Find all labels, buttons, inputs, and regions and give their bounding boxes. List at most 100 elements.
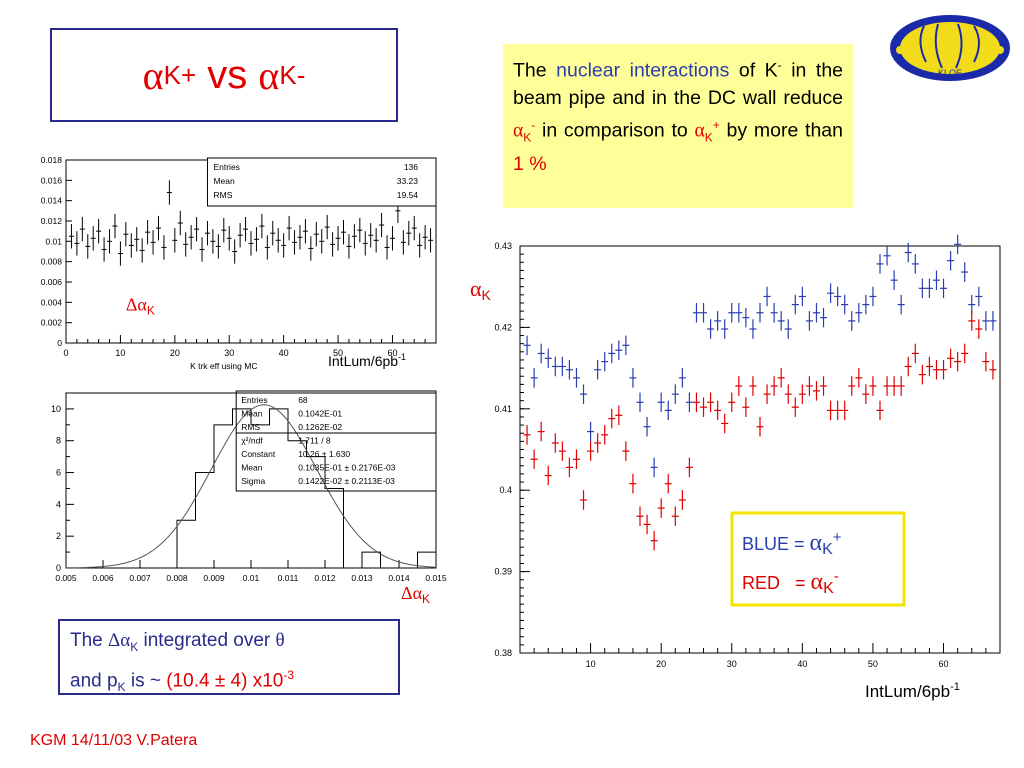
title-alpha-2: α <box>258 52 280 98</box>
legend-red: RED = αK- <box>742 568 839 597</box>
title-sub-k-2: K <box>279 59 297 90</box>
delta-alpha-label: ΔαK <box>401 583 430 606</box>
y-tick-label: 0.39 <box>494 567 512 577</box>
note-text-6: by more than <box>719 119 844 141</box>
summary-sup: -3 <box>283 667 295 682</box>
x-tick-label: 60 <box>387 348 397 358</box>
note-alpha-2: α <box>694 120 705 141</box>
y-tick-label: 0.41 <box>494 404 512 414</box>
logo-dot-right <box>996 46 1004 54</box>
logo-fill <box>900 22 1000 74</box>
stats-label: χ²/ndf <box>241 436 263 446</box>
stats-label: Sigma <box>241 476 265 486</box>
x-tick-label: 60 <box>939 659 949 669</box>
stats-value: 1.711 / 8 <box>298 436 331 446</box>
summary-value: (10.4 ± 4) x10 <box>160 670 284 692</box>
x-tick-label: 0.008 <box>166 573 188 583</box>
y-tick-label: 0.014 <box>41 196 63 206</box>
x-tick-label: 10 <box>115 348 125 358</box>
x-tick-label: 10 <box>586 659 596 669</box>
x-tick-label: 30 <box>727 659 737 669</box>
summary-text-1: The <box>70 630 109 651</box>
summary-box: The ΔαK integrated over θ and pK is ~ (1… <box>58 619 400 695</box>
x-tick-label: 40 <box>797 659 807 669</box>
note-text-3: of K <box>729 59 778 82</box>
stats-label: Mean <box>241 463 263 473</box>
stats-label: Mean <box>213 176 235 186</box>
summary-text-3: and p <box>70 670 118 692</box>
y-tick-label: 0.004 <box>41 297 63 307</box>
intlum-label: IntLum/6pb-1 <box>328 352 406 369</box>
stats-label: RMS <box>213 190 232 200</box>
x-tick-label: 20 <box>656 659 666 669</box>
title-sup-plus: + <box>180 59 197 90</box>
footer: KGM 14/11/03 V.Patera <box>30 732 198 749</box>
note-sup-plus: + <box>712 117 720 132</box>
stats-value: 0.1422E-02 ± 0.2113E-03 <box>298 476 395 486</box>
logo-text: KLOE <box>938 68 962 78</box>
x-axis-label: IntLum/6pb-1 <box>865 681 960 701</box>
note-text-1: The <box>513 59 557 82</box>
stats-value: 136 <box>404 162 418 172</box>
stats-label: Constant <box>241 449 276 459</box>
logo-faces <box>919 23 980 69</box>
stats-value: 0.1262E-02 <box>298 422 342 432</box>
x-tick-label: 40 <box>279 348 289 358</box>
note-sub-1: K <box>523 129 532 144</box>
stats-value: 10.26 ± 1.630 <box>298 449 350 459</box>
note-percent: 1 % <box>513 152 547 175</box>
x-axis-label: K trk eff using MC <box>190 361 257 371</box>
summary-theta: θ <box>275 630 285 651</box>
y-tick-label: 2 <box>56 531 61 541</box>
note-sub-2: K <box>704 129 713 144</box>
x-tick-label: 0.006 <box>92 573 114 583</box>
y-tick-label: 0.4 <box>499 485 512 495</box>
title-alpha-1: α <box>142 52 164 98</box>
y-tick-label: 0.016 <box>41 175 63 185</box>
y-tick-label: 0.01 <box>45 236 62 246</box>
y-tick-label: 0 <box>57 338 62 348</box>
x-tick-label: 0.015 <box>425 573 447 583</box>
stats-value: 68 <box>298 395 308 405</box>
stats-label: Entries <box>241 395 267 405</box>
x-tick-label: 20 <box>170 348 180 358</box>
summary-sub-1: K <box>130 639 139 654</box>
y-tick-label: 0.002 <box>41 318 63 328</box>
y-tick-label: 0.006 <box>41 277 63 287</box>
stats-box <box>206 157 437 207</box>
summary-text-4: is <box>125 670 150 692</box>
x-tick-label: 0.005 <box>55 573 77 583</box>
summary-sub-2: K <box>117 679 126 694</box>
note-box: The nuclear interactions of K- in the be… <box>503 44 853 208</box>
title-sub-k-1: K <box>163 59 181 90</box>
x-tick-label: 50 <box>333 348 343 358</box>
x-tick-label: 0.013 <box>351 573 373 583</box>
summary-delta: Δα <box>108 630 131 651</box>
y-tick-label: 0.012 <box>41 216 63 226</box>
x-tick-label: 0.01 <box>243 573 260 583</box>
legend-blue: BLUE = αK+ <box>742 529 842 558</box>
y-tick-label: 0.008 <box>41 257 63 267</box>
title-vs: vs <box>196 52 259 97</box>
stats-label: Entries <box>213 162 239 172</box>
chart-k-trk-eff: 0 0.002 0.004 0.006 0.008 0.01 0.012 0.014 0.016… <box>41 155 437 371</box>
y-tick-label: 0.43 <box>494 241 512 251</box>
note-alpha-1: α <box>513 120 524 141</box>
logo-dot-left <box>896 46 904 54</box>
note-text-5: in comparison to <box>535 119 695 141</box>
stats-value: 33.23 <box>397 176 419 186</box>
note-sup-1: - <box>777 58 782 72</box>
stats-label: RMS <box>241 422 260 432</box>
note-sup-minus: - <box>531 117 536 132</box>
stats-box <box>235 390 437 492</box>
summary-text-2: integrated over <box>138 630 276 651</box>
note-highlight: nuclear interactions <box>556 59 730 82</box>
y-tick-label: 0.38 <box>494 648 512 658</box>
y-tick-label: 0.42 <box>494 322 512 332</box>
histogram-bars <box>176 408 437 569</box>
title-sup-minus: - <box>296 59 306 90</box>
delta-alpha-label: ΔαK <box>126 294 155 317</box>
y-tick-label: 10 <box>51 404 61 414</box>
